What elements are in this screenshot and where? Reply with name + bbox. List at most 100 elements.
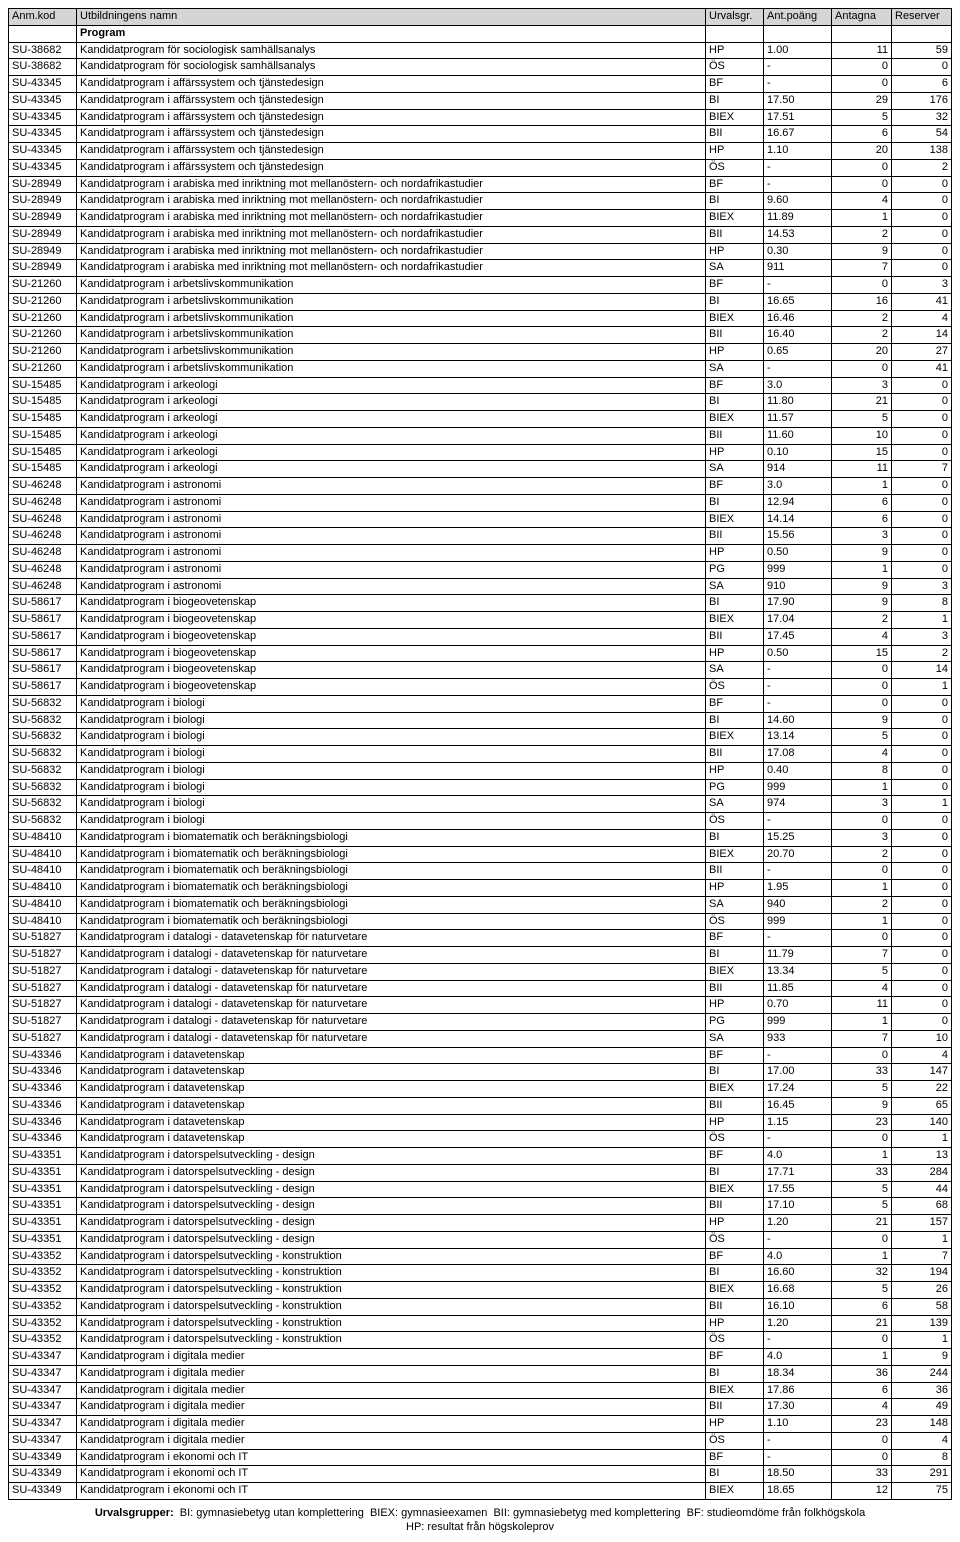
cell-antagna: 6: [832, 494, 892, 511]
cell-antagna: 29: [832, 92, 892, 109]
cell-code: SU-43345: [9, 109, 77, 126]
cell-urval: BII: [706, 126, 764, 143]
cell-name: Kandidatprogram i affärssystem och tjäns…: [77, 126, 706, 143]
cell-code: SU-43347: [9, 1349, 77, 1366]
cell-poang: 911: [764, 260, 832, 277]
cell-urval: HP: [706, 1315, 764, 1332]
cell-code: SU-43349: [9, 1483, 77, 1500]
cell-name: Kandidatprogram i astronomi: [77, 511, 706, 528]
cell-antagna: 1: [832, 210, 892, 227]
cell-urval: BIEX: [706, 1181, 764, 1198]
cell-urval: BIEX: [706, 729, 764, 746]
table-row: SU-43351Kandidatprogram i datorspelsutve…: [9, 1148, 952, 1165]
cell-code: SU-21260: [9, 344, 77, 361]
table-row: SU-46248Kandidatprogram i astronomiBI12.…: [9, 494, 952, 511]
cell-poang: 16.45: [764, 1097, 832, 1114]
cell-poang: 3.0: [764, 478, 832, 495]
header-poang: Ant.poäng: [764, 9, 832, 26]
cell-urval: BII: [706, 1198, 764, 1215]
cell-code: SU-56832: [9, 779, 77, 796]
cell-name: Kandidatprogram i affärssystem och tjäns…: [77, 159, 706, 176]
cell-code: SU-46248: [9, 528, 77, 545]
cell-antagna: 3: [832, 796, 892, 813]
cell-antagna: 0: [832, 1432, 892, 1449]
cell-poang: 0.50: [764, 545, 832, 562]
table-row: SU-43345Kandidatprogram i affärssystem o…: [9, 143, 952, 160]
cell-reserver: 291: [892, 1466, 952, 1483]
cell-name: Kandidatprogram i arbetslivskommunikatio…: [77, 360, 706, 377]
cell-code: SU-43349: [9, 1466, 77, 1483]
cell-reserver: 0: [892, 712, 952, 729]
table-row: SU-48410Kandidatprogram i biomatematik o…: [9, 846, 952, 863]
cell-urval: BIEX: [706, 846, 764, 863]
cell-name: Kandidatprogram i datorspelsutveckling -…: [77, 1332, 706, 1349]
cell-poang: 11.57: [764, 411, 832, 428]
cell-poang: -: [764, 176, 832, 193]
cell-code: SU-46248: [9, 561, 77, 578]
cell-antagna: 1: [832, 913, 892, 930]
cell-reserver: 14: [892, 662, 952, 679]
header-antagna: Antagna: [832, 9, 892, 26]
cell-name: Kandidatprogram i arbetslivskommunikatio…: [77, 327, 706, 344]
cell-urval: BI: [706, 1064, 764, 1081]
cell-poang: 1.20: [764, 1315, 832, 1332]
cell-reserver: 75: [892, 1483, 952, 1500]
cell-name: Kandidatprogram i astronomi: [77, 478, 706, 495]
cell-code: SU-43352: [9, 1315, 77, 1332]
cell-urval: BF: [706, 1449, 764, 1466]
cell-urval: BF: [706, 1349, 764, 1366]
cell-name: Kandidatprogram i arkeologi: [77, 377, 706, 394]
cell-code: SU-48410: [9, 829, 77, 846]
cell-urval: BI: [706, 1164, 764, 1181]
table-row: SU-51827Kandidatprogram i datalogi - dat…: [9, 980, 952, 997]
cell-reserver: 1: [892, 1332, 952, 1349]
cell-reserver: 0: [892, 913, 952, 930]
cell-antagna: 1: [832, 779, 892, 796]
cell-urval: BII: [706, 863, 764, 880]
cell-urval: ÖS: [706, 679, 764, 696]
cell-urval: BIEX: [706, 511, 764, 528]
cell-antagna: 9: [832, 712, 892, 729]
cell-antagna: 0: [832, 1131, 892, 1148]
cell-poang: 11.85: [764, 980, 832, 997]
cell-reserver: 0: [892, 427, 952, 444]
table-row: SU-43351Kandidatprogram i datorspelsutve…: [9, 1215, 952, 1232]
cell-poang: 18.50: [764, 1466, 832, 1483]
cell-poang: 4.0: [764, 1148, 832, 1165]
cell-poang: 0.30: [764, 243, 832, 260]
cell-urval: ÖS: [706, 1131, 764, 1148]
cell-code: SU-46248: [9, 511, 77, 528]
cell-urval: HP: [706, 344, 764, 361]
cell-name: Kandidatprogram i arabiska med inriktnin…: [77, 210, 706, 227]
cell-urval: SA: [706, 360, 764, 377]
cell-reserver: 44: [892, 1181, 952, 1198]
cell-poang: 17.10: [764, 1198, 832, 1215]
table-row: SU-43352Kandidatprogram i datorspelsutve…: [9, 1298, 952, 1315]
cell-urval: BF: [706, 176, 764, 193]
cell-antagna: 5: [832, 1198, 892, 1215]
cell-poang: 15.25: [764, 829, 832, 846]
cell-name: Kandidatprogram i astronomi: [77, 545, 706, 562]
cell-urval: ÖS: [706, 913, 764, 930]
cell-name: Kandidatprogram i biomatematik och beräk…: [77, 880, 706, 897]
cell-urval: BF: [706, 1148, 764, 1165]
cell-reserver: 41: [892, 293, 952, 310]
header-code: Anm.kod: [9, 9, 77, 26]
cell-name: Kandidatprogram i biogeovetenskap: [77, 612, 706, 629]
cell-poang: 1.00: [764, 42, 832, 59]
cell-antagna: 0: [832, 76, 892, 93]
table-row: SU-21260Kandidatprogram i arbetslivskomm…: [9, 293, 952, 310]
cell-code: SU-15485: [9, 427, 77, 444]
cell-reserver: 65: [892, 1097, 952, 1114]
cell-name: Kandidatprogram i digitala medier: [77, 1416, 706, 1433]
header-reserver: Reserver: [892, 9, 952, 26]
cell-poang: 18.34: [764, 1365, 832, 1382]
cell-poang: 17.00: [764, 1064, 832, 1081]
cell-antagna: 2: [832, 846, 892, 863]
cell-poang: -: [764, 360, 832, 377]
cell-name: Kandidatprogram i datorspelsutveckling -…: [77, 1181, 706, 1198]
cell-antagna: 9: [832, 578, 892, 595]
cell-poang: 16.67: [764, 126, 832, 143]
cell-reserver: 7: [892, 1248, 952, 1265]
cell-antagna: 9: [832, 243, 892, 260]
